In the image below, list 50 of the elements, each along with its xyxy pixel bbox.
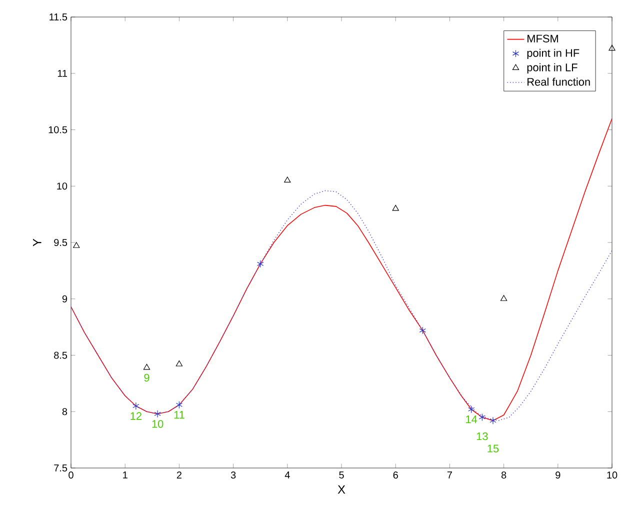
y-tick-label: 11.5 <box>50 14 68 20</box>
x-tick-label: 0 <box>68 472 74 479</box>
y-tick-label: 11 <box>58 70 68 77</box>
y-axis-title: Y <box>33 238 42 246</box>
y-tick-label: 9.5 <box>54 238 68 246</box>
annotation: 13 <box>476 432 488 440</box>
x-tick-label: 8 <box>501 472 506 479</box>
x-tick-label: 7 <box>447 472 452 478</box>
annotation: 15 <box>488 444 499 452</box>
point <box>392 204 399 211</box>
point <box>257 260 264 268</box>
x-tick-label: 9 <box>556 472 560 479</box>
x-tick-label: 4 <box>284 472 290 478</box>
y-tick-label: 8.5 <box>54 352 68 359</box>
point <box>73 242 80 248</box>
point <box>284 176 291 183</box>
line-series <box>71 118 612 422</box>
annotation: 9 <box>144 374 150 382</box>
legend-label: MFSM <box>528 34 558 42</box>
point <box>468 406 475 414</box>
point <box>176 360 183 366</box>
point <box>132 402 140 410</box>
line-series <box>71 190 612 422</box>
point <box>176 401 183 409</box>
y-tick-label: 8 <box>62 408 68 416</box>
y-tick-label: 7.5 <box>54 464 68 472</box>
x-tick-label: 10 <box>607 472 618 479</box>
x-tick-label: 5 <box>339 472 344 478</box>
point <box>478 413 486 422</box>
point <box>608 44 616 51</box>
x-tick-label: 3 <box>230 472 236 479</box>
annotation: 14 <box>466 416 478 424</box>
y-tick-label: 10 <box>57 182 68 190</box>
x-tick-label: 1 <box>123 472 128 478</box>
annotation: 12 <box>130 412 142 420</box>
point <box>419 326 426 334</box>
legend-label: point in LF <box>527 63 578 74</box>
point <box>143 364 150 370</box>
y-tick-label: 9 <box>62 295 68 302</box>
point <box>490 416 496 424</box>
legend-label: point in HF <box>527 48 580 60</box>
point <box>500 295 508 301</box>
point <box>154 410 161 418</box>
x-axis-title: X <box>338 485 346 494</box>
legend-label: Real function <box>528 78 590 86</box>
y-tick-label: 10.5 <box>48 126 68 134</box>
x-tick-label: 2 <box>176 472 182 478</box>
annotation: 11 <box>174 411 184 419</box>
annotation: 10 <box>152 420 164 428</box>
x-tick-label: 6 <box>393 472 398 479</box>
